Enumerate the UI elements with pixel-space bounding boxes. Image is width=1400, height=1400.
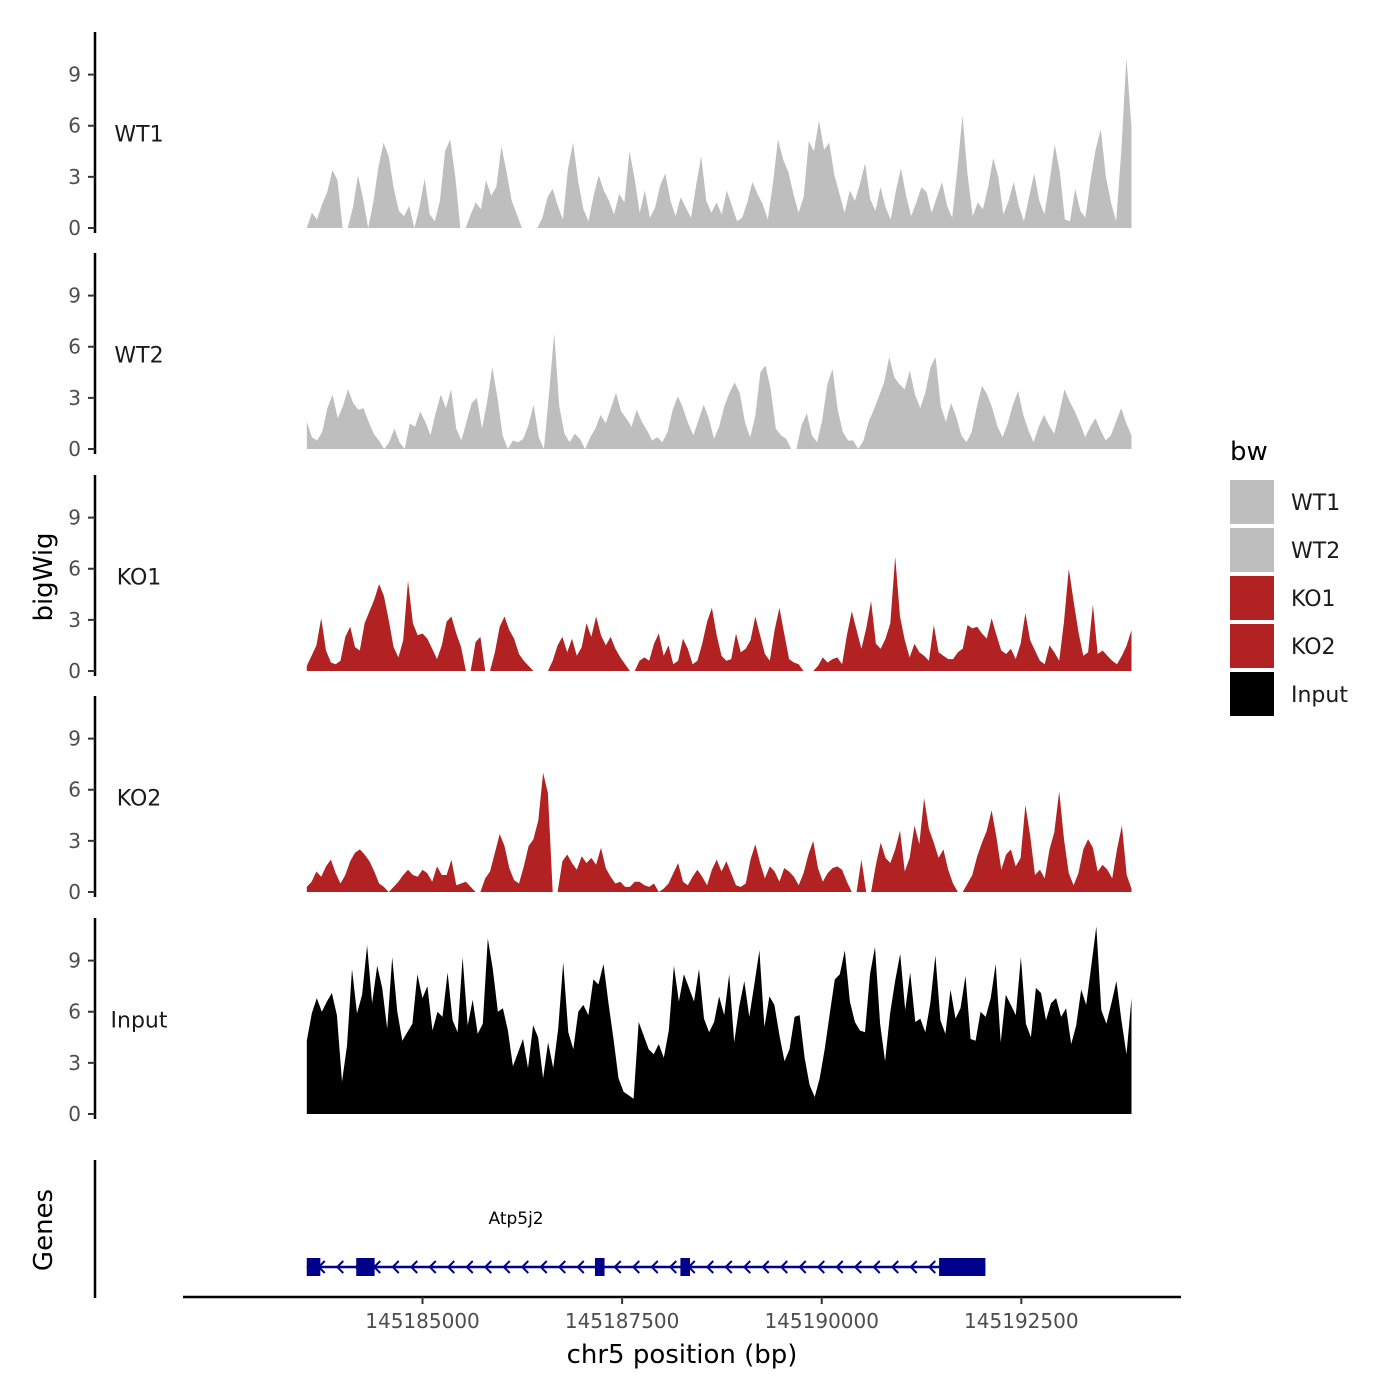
x-tick-label: 145192500: [964, 1309, 1079, 1333]
strand-arrow: [909, 1260, 918, 1274]
y-tick-label: 9: [68, 506, 81, 530]
x-axis: 145185000 145187500 145190000 145192500: [183, 1295, 1181, 1333]
legend-swatch-ko1: [1230, 576, 1274, 620]
track-ko1: 0 3 6 9 KO1: [68, 475, 1132, 683]
exon: [356, 1258, 375, 1276]
strand-arrow: [391, 1260, 400, 1274]
y-tick-label: 3: [68, 1051, 81, 1075]
strand-arrow: [779, 1260, 788, 1274]
gene-atp5j2: Atp5j2: [306, 1209, 986, 1276]
track-label-ko2: KO2: [117, 787, 162, 812]
x-axis-title: chr5 position (bp): [567, 1340, 798, 1370]
y-axis-title: bigWig: [29, 532, 59, 621]
y-tick-label: 0: [68, 1102, 81, 1126]
y-tick-label: 0: [68, 216, 81, 240]
genes-track: Atp5j2: [93, 1160, 986, 1298]
x-tick-label: 145190000: [764, 1309, 879, 1333]
area-wt2: [306, 333, 1132, 449]
y-tick-label: 6: [68, 335, 81, 359]
strand-arrow: [631, 1260, 640, 1274]
exon: [594, 1258, 605, 1276]
y-tick-label: 6: [68, 778, 81, 802]
legend-label-wt2: WT2: [1291, 539, 1340, 564]
track-wt1: 0 3 6 9 WT1: [68, 32, 1132, 240]
legend-label-ko1: KO1: [1291, 587, 1336, 612]
y-tick-label: 9: [68, 949, 81, 973]
x-tick-label: 145187500: [565, 1309, 680, 1333]
exon: [306, 1258, 321, 1276]
strand-arrow: [761, 1260, 770, 1274]
strand-arrow: [613, 1260, 622, 1274]
legend-swatch-ko2: [1230, 624, 1274, 668]
legend-swatch-wt2: [1230, 528, 1274, 572]
area-ko1: [306, 556, 1132, 671]
strand-arrow: [742, 1260, 751, 1274]
track-wt2: 0 3 6 9 WT2: [68, 253, 1132, 461]
gene-name-label: Atp5j2: [488, 1209, 543, 1229]
area-input: [306, 926, 1132, 1114]
y-tick-label: 0: [68, 659, 81, 683]
strand-arrow: [335, 1260, 344, 1274]
y-tick-label: 6: [68, 557, 81, 581]
strand-arrow: [705, 1260, 714, 1274]
track-label-input: Input: [111, 1009, 168, 1034]
y-tick-label: 0: [68, 437, 81, 461]
strand-arrow: [872, 1260, 881, 1274]
strand-arrow: [539, 1260, 548, 1274]
track-ko2: 0 3 6 9 KO2: [68, 696, 1132, 904]
strand-arrow: [724, 1260, 733, 1274]
strand-arrow: [446, 1260, 455, 1274]
strand-arrow: [835, 1260, 844, 1274]
strand-arrow: [798, 1260, 807, 1274]
y-tick-label: 3: [68, 608, 81, 632]
legend-swatch-input: [1230, 672, 1274, 716]
strand-arrow: [668, 1260, 677, 1274]
legend: bw WT1 WT2 KO1 KO2 Input: [1230, 437, 1348, 716]
strand-arrow: [502, 1260, 511, 1274]
strand-arrow: [409, 1260, 418, 1274]
area-ko2: [306, 772, 1132, 892]
x-tick-label: 145185000: [365, 1309, 480, 1333]
strand-arrow: [557, 1260, 566, 1274]
strand-arrow: [890, 1260, 899, 1274]
strand-arrow: [483, 1260, 492, 1274]
track-input: 0 3 6 9 Input: [68, 918, 1132, 1126]
strand-arrow: [650, 1260, 659, 1274]
strand-arrow: [465, 1260, 474, 1274]
y-tick-label: 0: [68, 880, 81, 904]
legend-label-wt1: WT1: [1291, 491, 1340, 516]
strand-arrow: [576, 1260, 585, 1274]
y-tick-label: 3: [68, 829, 81, 853]
legend-title: bw: [1230, 437, 1268, 467]
strand-arrow: [428, 1260, 437, 1274]
y-tick-label: 9: [68, 284, 81, 308]
strand-arrow: [816, 1260, 825, 1274]
y-tick-label: 6: [68, 114, 81, 138]
y-tick-label: 6: [68, 1000, 81, 1024]
track-label-wt2: WT2: [114, 344, 163, 369]
exon: [680, 1258, 690, 1276]
y-tick-label: 3: [68, 165, 81, 189]
y-tick-label: 3: [68, 386, 81, 410]
legend-label-ko2: KO2: [1291, 635, 1336, 660]
track-label-ko1: KO1: [117, 566, 162, 591]
y-tick-label: 9: [68, 63, 81, 87]
strand-arrow: [520, 1260, 529, 1274]
area-wt1: [306, 57, 1132, 228]
exon: [939, 1258, 986, 1276]
legend-label-input: Input: [1291, 683, 1348, 708]
track-label-wt1: WT1: [114, 123, 163, 148]
bigwig-tracks: 0 3 6 9 WT1 0 3 6 9 WT2 0 3 6 9 KO1 0 3 6 9 KO2 0 3 6 9 Input: [68, 32, 1132, 1126]
strand-arrow: [853, 1260, 862, 1274]
strand-arrow: [927, 1260, 936, 1274]
legend-swatch-wt1: [1230, 480, 1274, 524]
y-tick-label: 9: [68, 727, 81, 751]
genes-axis-title: Genes: [29, 1189, 59, 1271]
